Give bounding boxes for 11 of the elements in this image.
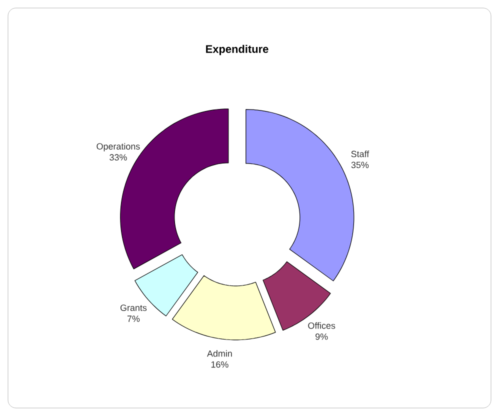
chart-title: Expenditure (206, 44, 268, 56)
data-label: 16% (211, 361, 228, 368)
slice-label: Admin (207, 350, 232, 357)
slice-label: Staff (351, 150, 370, 158)
slice-label: Grants (120, 304, 147, 311)
data-label: 9% (316, 333, 328, 340)
slice-label: Operations (96, 142, 140, 152)
slice-label: Offices (308, 322, 336, 329)
data-label: 35% (351, 162, 369, 168)
data-label: 7% (127, 316, 140, 322)
data-label: 33% (110, 154, 127, 161)
